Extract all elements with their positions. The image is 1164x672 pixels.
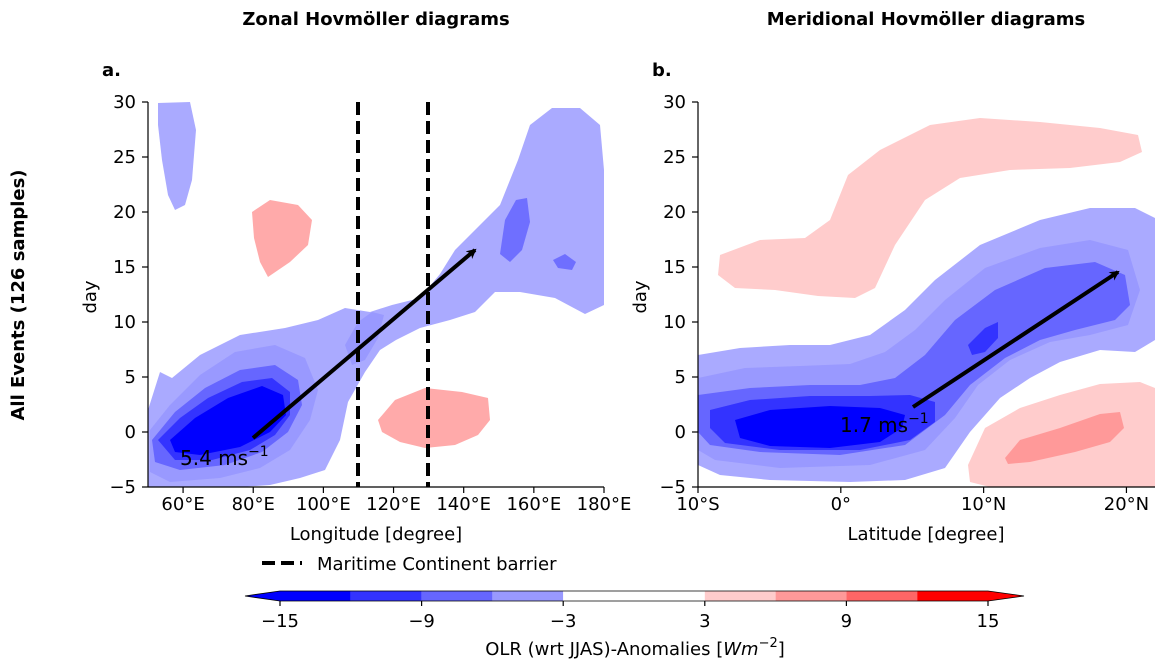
xtick-label: 80°E xyxy=(232,494,275,515)
panel-b-xlabel: Latitude [degree] xyxy=(848,524,1005,545)
panel-a-ticks: 60°E 80°E 100°E 120°E 140°E 160°E 180°E −5 0 5 10 1… xyxy=(109,92,631,515)
panel-b-axes xyxy=(697,102,1155,488)
panel-a-axes xyxy=(147,102,604,488)
xtick-label: 10°N xyxy=(961,494,1006,515)
colorbar-tick-label: 9 xyxy=(841,611,852,632)
colorbar-tick-label: −3 xyxy=(550,611,577,632)
panel-a-arrow xyxy=(251,248,477,440)
colorbar-cells xyxy=(244,590,1025,602)
ytick-label: 10 xyxy=(663,312,686,333)
panel-a-contours xyxy=(148,102,604,487)
ytick-label: 25 xyxy=(113,147,136,168)
xtick-label: 20°N xyxy=(1104,494,1149,515)
panel-b-arrow xyxy=(911,270,1120,409)
colorbar-cell xyxy=(280,591,351,601)
contour-b-pos-3 xyxy=(1005,412,1124,464)
panel-b-ticks: 10°S 0° 10°N 20°N −5 0 5 10 15 20 25 30 xyxy=(659,92,1149,515)
contour-a-pos-1 xyxy=(252,200,312,277)
colorbar-cell xyxy=(421,591,493,601)
colorbar-label: OLR (wrt JJAS)-Anomalies [Wm−2] xyxy=(485,636,785,660)
colorbar-extend-max xyxy=(988,591,1024,601)
panel-b-arrow-label: 1.7 ms−1 xyxy=(840,411,929,437)
ytick-label: 25 xyxy=(663,147,686,168)
colorbar: −15 −9 −3 3 9 15 OLR (wrt JJAS)-Anomalies [Wm… xyxy=(244,590,1025,660)
ytick-label: 30 xyxy=(663,92,686,113)
panel-a-title: Zonal Hovmöller diagrams xyxy=(242,9,509,30)
xtick-label: 60°E xyxy=(161,494,204,515)
xtick-label: 120°E xyxy=(366,494,421,515)
xtick-label: 140°E xyxy=(436,494,491,515)
ytick-label: 20 xyxy=(663,202,686,223)
ytick-label: 15 xyxy=(113,257,136,278)
ytick-label: 30 xyxy=(113,92,136,113)
colorbar-tick-label: 3 xyxy=(699,611,710,632)
xtick-label: 0° xyxy=(831,494,851,515)
panel-b-ylabel: day xyxy=(630,280,651,313)
colorbar-cell xyxy=(917,591,988,601)
ytick-label: −5 xyxy=(109,477,136,498)
colorbar-cell xyxy=(775,591,847,601)
colorbar-cell xyxy=(563,591,705,601)
ytick-label: 0 xyxy=(675,422,686,443)
panel-a-xlabel: Longitude [degree] xyxy=(290,524,462,545)
panel-b-title: Meridional Hovmöller diagrams xyxy=(767,9,1086,30)
contour-a-pos-2 xyxy=(378,388,490,448)
contour-a-neg-2d xyxy=(553,254,576,270)
legend-label: Maritime Continent barrier xyxy=(317,554,557,575)
colorbar-tick-label: 15 xyxy=(977,611,1000,632)
colorbar-cell xyxy=(704,591,776,601)
ytick-label: 20 xyxy=(113,202,136,223)
contour-b-pos-1 xyxy=(718,118,1142,298)
colorbar-ticks: −15 −9 −3 3 9 15 xyxy=(261,601,999,632)
ytick-label: −5 xyxy=(659,477,686,498)
panel-b-contours xyxy=(698,118,1155,487)
ytick-label: 5 xyxy=(675,367,686,388)
panel-a-arrow-label: 5.4 ms−1 xyxy=(180,444,269,470)
legend: Maritime Continent barrier xyxy=(262,554,557,575)
ytick-label: 0 xyxy=(125,422,136,443)
ytick-label: 15 xyxy=(663,257,686,278)
ytick-label: 10 xyxy=(113,312,136,333)
colorbar-extend-min xyxy=(245,591,280,601)
colorbar-tick-label: −9 xyxy=(408,611,435,632)
row-label: All Events (126 samples) xyxy=(8,169,29,420)
contour-b-neg-5 xyxy=(735,406,905,448)
panel-a-ylabel: day xyxy=(80,280,101,313)
contour-b-neg-4b xyxy=(968,322,998,355)
panel-b-label: b. xyxy=(652,60,672,81)
contour-a-neg-5 xyxy=(170,386,286,455)
xtick-label: 10°S xyxy=(676,494,719,515)
colorbar-cell xyxy=(492,591,564,601)
xtick-label: 180°E xyxy=(577,494,632,515)
barrier-lines xyxy=(356,102,430,487)
panel-a: Zonal Hovmöller diagrams a. 60°E 80°E 100°… xyxy=(80,9,631,545)
panel-a-label: a. xyxy=(102,60,121,81)
colorbar-tick-label: −15 xyxy=(261,611,299,632)
contour-a-neg-2c xyxy=(500,198,530,262)
colorbar-cell xyxy=(846,591,918,601)
xtick-label: 100°E xyxy=(296,494,351,515)
ytick-label: 5 xyxy=(125,367,136,388)
colorbar-cell xyxy=(350,591,422,601)
xtick-label: 160°E xyxy=(506,494,561,515)
panel-b: Meridional Hovmöller diagrams b. 10°S 0° 1… xyxy=(630,9,1155,545)
contour-a-neg-1b xyxy=(158,102,196,210)
